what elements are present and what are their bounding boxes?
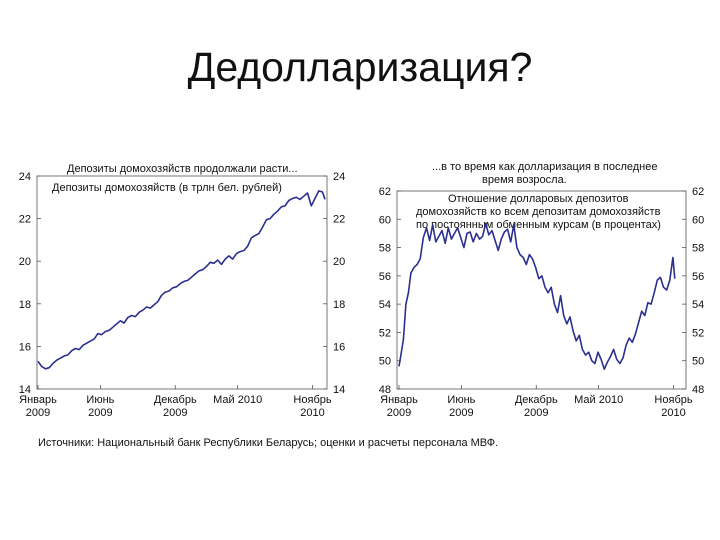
x-tick-label: Ноябрь: [293, 394, 331, 406]
y-tick-label-right: 54: [692, 299, 704, 311]
y-tick-label-right: 52: [692, 327, 704, 339]
y-tick-label-right: 62: [692, 186, 704, 198]
y-tick-label-left: 48: [379, 384, 391, 396]
x-tick-label: Июнь: [447, 394, 475, 406]
y-tick-label-left: 52: [379, 327, 391, 339]
y-tick-label-right: 22: [333, 214, 345, 226]
x-tick-label-year: 2010: [300, 407, 324, 419]
plot-frame: [396, 190, 687, 390]
series-lines: [398, 222, 676, 370]
y-tick-label-left: 56: [379, 271, 391, 283]
y-axis-right: 48 50 52 54 56 58 60 62: [682, 186, 704, 396]
y-tick-label-right: 20: [333, 256, 345, 268]
series-lines: [37, 190, 326, 370]
x-tick-label: Январь: [380, 394, 418, 406]
y-axis-right: 14 16 18 20 22 24: [323, 171, 345, 396]
y-tick-label-left: 62: [379, 186, 391, 198]
x-tick-label-year: 2010: [661, 407, 685, 419]
y-axis-left: 14 16 18 20 22 24: [19, 171, 41, 396]
slide-title: Дедолларизация?: [187, 44, 533, 90]
y-tick-label-left: 14: [19, 384, 31, 396]
y-tick-label-right: 48: [692, 384, 704, 396]
y-tick-label-left: 20: [19, 256, 31, 268]
chart-subtitle: Отношение долларовых депозитов домохозяй…: [416, 193, 664, 231]
x-tick-label-year: 2009: [524, 407, 548, 419]
y-tick-label-right: 50: [692, 356, 704, 368]
y-tick-label-left: 24: [19, 171, 31, 183]
source-note: Источники: Национальный банк Республики …: [38, 437, 499, 449]
chart-subtitle-line-2: домохозяйств ко всем депозитам домохозяй…: [416, 206, 661, 218]
plot-frame: [36, 175, 328, 390]
series-line: [37, 190, 326, 370]
chart-title: Депозиты домохозяйств продолжали расти..…: [67, 163, 298, 175]
chart-title-line-2: время возросла.: [482, 174, 567, 186]
x-tick-label-year: 2009: [163, 407, 187, 419]
y-tick-label-left: 50: [379, 356, 391, 368]
chart-subtitle: Депозиты домохозяйств (в трлн бел. рубле…: [52, 182, 282, 194]
x-tick-label: Январь: [19, 394, 57, 406]
y-tick-label-right: 58: [692, 243, 704, 255]
y-tick-label-left: 16: [19, 341, 31, 353]
chart-subtitle-line-1: Отношение долларовых депозитов: [448, 193, 629, 205]
x-tick-label: Декабрь: [515, 394, 558, 406]
y-tick-label-left: 22: [19, 214, 31, 226]
y-tick-label-left: 58: [379, 243, 391, 255]
x-tick-label: Май 2010: [574, 394, 623, 406]
chart-title-line-1: ...в то время как долларизация в последн…: [432, 161, 657, 173]
y-tick-label-left: 54: [379, 299, 391, 311]
x-tick-label-year: 2009: [449, 407, 473, 419]
household-deposits-chart: Депозиты домохозяйств продолжали расти..…: [19, 163, 346, 419]
x-tick-label: Июнь: [86, 394, 114, 406]
x-tick-label-year: 2009: [387, 407, 411, 419]
x-tick-label: Ноябрь: [654, 394, 692, 406]
x-tick-label-year: 2009: [26, 407, 50, 419]
y-tick-label-left: 60: [379, 214, 391, 226]
y-tick-label-right: 56: [692, 271, 704, 283]
y-tick-label-right: 60: [692, 214, 704, 226]
y-axis-left: 48 50 52 54 56 58 60 62: [379, 186, 401, 396]
y-tick-label-right: 16: [333, 341, 345, 353]
y-tick-label-right: 18: [333, 299, 345, 311]
dollarization-chart: ...в то время как долларизация в последн…: [379, 161, 705, 419]
x-tick-label-year: 2009: [88, 407, 112, 419]
series-line: [398, 222, 676, 370]
y-tick-label-left: 18: [19, 299, 31, 311]
chart-title: ...в то время как долларизация в последн…: [432, 161, 661, 186]
y-tick-label-right: 24: [333, 171, 345, 183]
x-tick-label: Декабрь: [154, 394, 197, 406]
chart-subtitle-line-3: по постоянным обменным курсам (в процент…: [416, 219, 661, 231]
x-tick-label: Май 2010: [213, 394, 262, 406]
y-tick-label-right: 14: [333, 384, 345, 396]
